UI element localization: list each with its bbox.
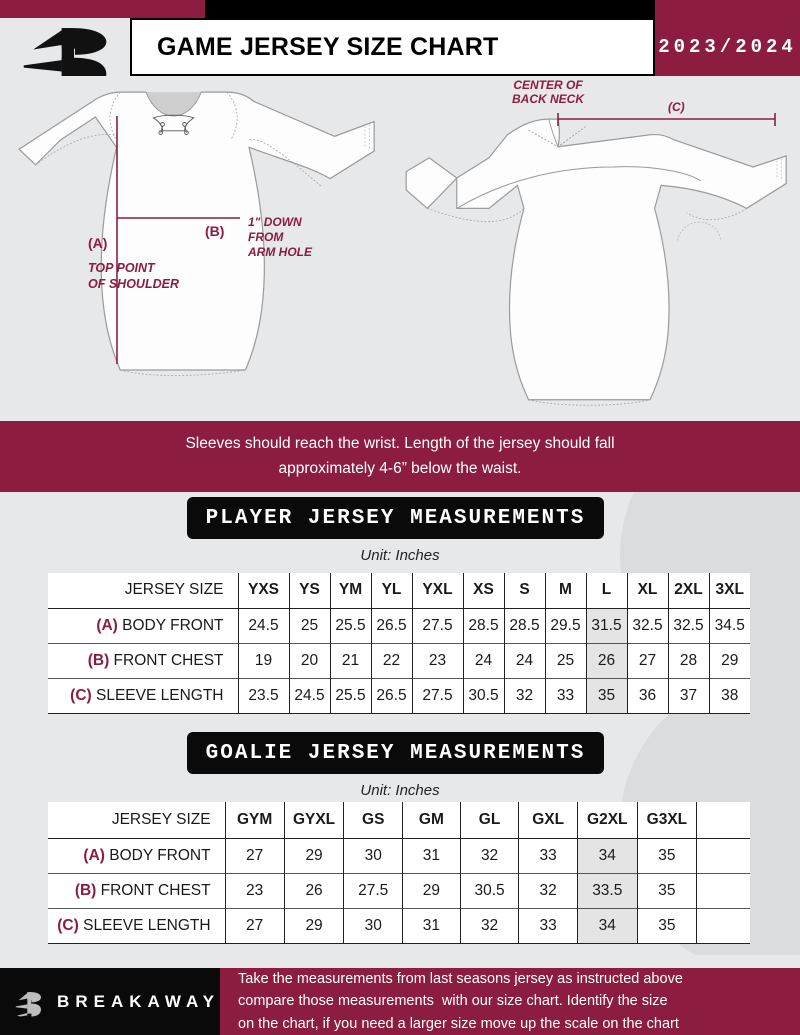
- svg-text:(B): (B): [205, 223, 224, 239]
- svg-text:TOP POINT: TOP POINT: [88, 261, 156, 275]
- svg-text:ARM HOLE: ARM HOLE: [247, 245, 313, 259]
- svg-text:(A): (A): [88, 235, 107, 251]
- svg-text:BACK NECK: BACK NECK: [512, 92, 585, 106]
- svg-text:OF SHOULDER: OF SHOULDER: [88, 277, 179, 291]
- svg-text:(C): (C): [668, 100, 685, 114]
- svg-text:1" DOWN: 1" DOWN: [248, 215, 302, 229]
- svg-text:CENTER OF: CENTER OF: [513, 78, 583, 92]
- svg-text:FROM: FROM: [248, 230, 284, 244]
